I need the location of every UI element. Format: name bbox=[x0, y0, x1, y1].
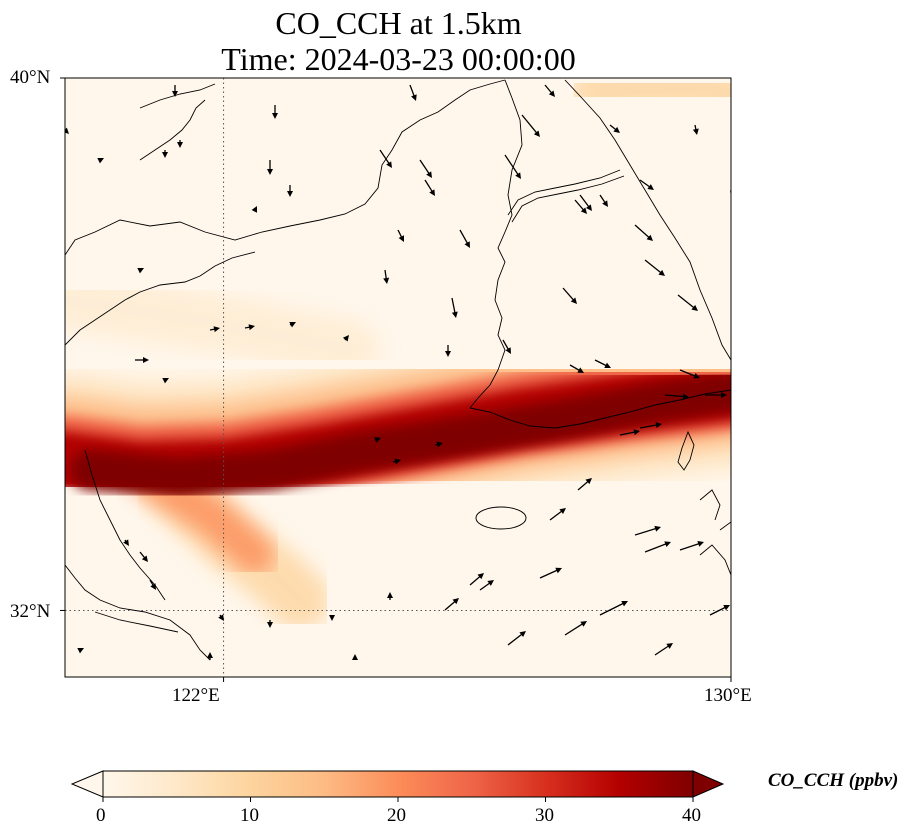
wind-vector bbox=[207, 652, 213, 660]
wind-vector bbox=[569, 364, 584, 373]
wind-vector bbox=[634, 525, 661, 536]
wind-vector bbox=[387, 592, 393, 600]
wind-vector bbox=[664, 393, 689, 400]
wind-vector bbox=[539, 567, 562, 579]
wind-vector bbox=[177, 140, 183, 148]
wind-vector bbox=[172, 85, 178, 97]
wind-vector bbox=[424, 179, 435, 196]
wind-vector bbox=[564, 621, 587, 636]
wind-vector bbox=[434, 441, 443, 448]
wind-vector bbox=[562, 287, 577, 304]
wind-vector bbox=[97, 158, 104, 164]
coastlines bbox=[65, 79, 731, 661]
plume-contour-40 bbox=[70, 372, 731, 498]
colorbar-tick-label-20: 20 bbox=[387, 805, 406, 826]
wind-vector bbox=[209, 326, 220, 333]
map-tick-marks bbox=[60, 77, 732, 682]
wind-vector bbox=[577, 478, 592, 491]
wind-vector bbox=[594, 359, 611, 368]
wind-vector bbox=[409, 84, 417, 101]
wind-vector bbox=[692, 124, 699, 135]
wind-vector bbox=[289, 322, 296, 328]
wind-vector bbox=[502, 339, 511, 354]
wind-vector bbox=[609, 124, 620, 133]
wind-vector bbox=[77, 648, 84, 654]
wind-vector bbox=[639, 179, 654, 190]
wind-vector bbox=[451, 297, 458, 318]
wind-vector bbox=[162, 378, 169, 384]
colorbar-tick-label-10: 10 bbox=[240, 805, 259, 826]
colorbar-tick-marks bbox=[102, 797, 694, 802]
wind-vector bbox=[267, 620, 273, 628]
wind-vector bbox=[619, 429, 640, 436]
plume-contour-8 bbox=[570, 78, 731, 125]
wind-vector bbox=[679, 541, 704, 551]
wind-vector bbox=[267, 160, 273, 175]
wind-vector bbox=[679, 369, 700, 379]
wind-vector bbox=[272, 105, 278, 119]
lon-tick-label-122: 122°E bbox=[172, 685, 220, 706]
wind-vector bbox=[634, 224, 653, 241]
wind-vector bbox=[445, 345, 451, 357]
wind-vectors bbox=[65, 84, 731, 660]
wind-vector bbox=[374, 437, 381, 443]
wind-vector bbox=[137, 268, 144, 274]
wind-vector bbox=[135, 357, 149, 363]
wind-vector bbox=[379, 149, 392, 168]
wind-vector bbox=[444, 598, 459, 611]
lat-tick-label-40: 40°N bbox=[10, 67, 51, 88]
wind-vector bbox=[392, 458, 401, 465]
wind-vector bbox=[574, 199, 587, 214]
wind-vector bbox=[149, 579, 156, 590]
wind-vector bbox=[287, 185, 293, 197]
wind-vector bbox=[162, 150, 168, 158]
wind-vector bbox=[599, 194, 608, 207]
colorbar-min-extension bbox=[70, 770, 104, 798]
wind-vector bbox=[218, 614, 224, 621]
lat-tick-label-32: 32°N bbox=[10, 601, 51, 622]
wind-vector bbox=[383, 269, 390, 284]
map-frame bbox=[64, 77, 732, 678]
wind-vector bbox=[549, 508, 566, 521]
wind-vector bbox=[521, 114, 540, 137]
wind-vector bbox=[342, 335, 349, 342]
wind-vector bbox=[709, 605, 730, 616]
wind-vector bbox=[329, 615, 335, 621]
map-subtitle-time: Time: 2024-03-23 00:00:00 bbox=[221, 41, 576, 77]
wind-vector bbox=[544, 84, 555, 97]
wind-vector bbox=[639, 422, 662, 429]
colorbar-label: CO_CCH (ppbv) bbox=[768, 770, 899, 791]
plume-contour-6 bbox=[65, 270, 380, 380]
wind-vector bbox=[352, 654, 358, 660]
lon-tick-label-130: 130°E bbox=[704, 685, 752, 706]
wind-vector bbox=[644, 259, 665, 276]
wind-vector bbox=[397, 229, 404, 242]
colorbar-max-extension bbox=[692, 770, 725, 798]
map-title: CO_CCH at 1.5km bbox=[275, 5, 522, 41]
wind-vector bbox=[459, 229, 470, 248]
colorbar bbox=[70, 770, 725, 802]
colorbar-tick-label-0: 0 bbox=[96, 805, 106, 826]
wind-vector bbox=[507, 631, 526, 646]
wind-vector bbox=[599, 601, 628, 616]
concentration-field bbox=[65, 78, 731, 630]
wind-vector bbox=[504, 154, 521, 179]
wind-vector bbox=[244, 324, 255, 331]
colorbar-tick-label-30: 30 bbox=[535, 805, 554, 826]
wind-vector bbox=[479, 580, 494, 591]
wind-vector bbox=[123, 539, 129, 546]
wind-vector bbox=[139, 551, 148, 562]
wind-vector bbox=[419, 159, 432, 178]
colorbar-bar bbox=[102, 770, 694, 798]
wind-vector bbox=[677, 294, 698, 311]
map-gridlines bbox=[65, 78, 731, 677]
colorbar-tick-label-40: 40 bbox=[682, 805, 701, 826]
wind-vector bbox=[469, 573, 484, 586]
wind-vector bbox=[251, 206, 257, 213]
wind-vector bbox=[705, 392, 727, 398]
wind-vector bbox=[654, 643, 673, 656]
wind-vector bbox=[579, 194, 592, 211]
wind-vector bbox=[644, 541, 671, 553]
